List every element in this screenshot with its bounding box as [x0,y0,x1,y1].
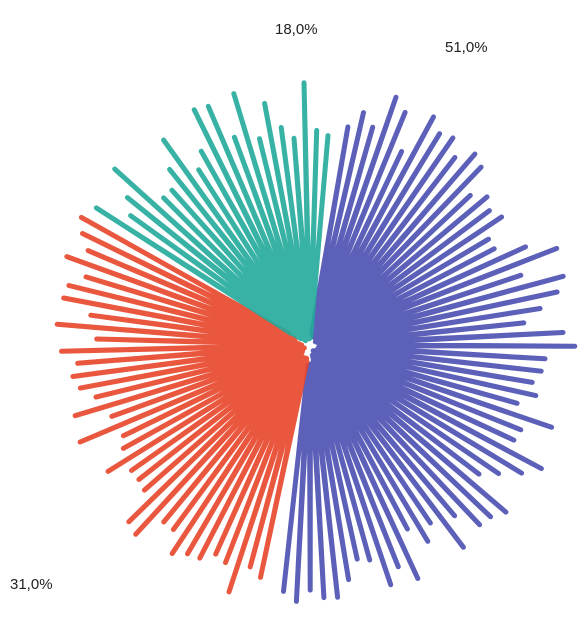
pie-slice [93,80,331,344]
pie-slice [281,94,578,604]
slice-label: 18,0% [275,21,318,38]
slice-label: 51,0% [445,39,488,56]
pie-slice [54,214,310,595]
slice-label: 31,0% [10,576,53,593]
